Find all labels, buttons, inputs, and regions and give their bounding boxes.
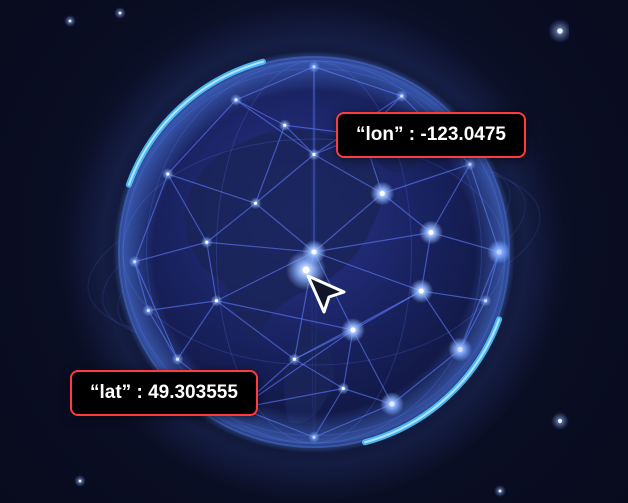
stage: “lon” : -123.0475 “lat” : 49.303555 [0,0,628,503]
lon-readout: “lon” : -123.0475 [336,112,526,158]
lon-value: -123.0475 [420,124,506,145]
cursor-svg [304,272,348,316]
lat-readout: “lat” : 49.303555 [70,370,258,416]
globe [59,0,569,503]
cursor-icon [304,272,348,316]
lat-label-text: “lat” : 49.303555 [90,382,238,403]
lat-sep: : [131,382,148,403]
lon-label-text: “lon” : -123.0475 [356,124,506,145]
lon-sep: : [404,124,421,145]
lat-key: “lat” [90,382,131,403]
lon-key: “lon” [356,124,404,145]
lat-value: 49.303555 [148,382,238,403]
globe-svg [59,0,569,503]
